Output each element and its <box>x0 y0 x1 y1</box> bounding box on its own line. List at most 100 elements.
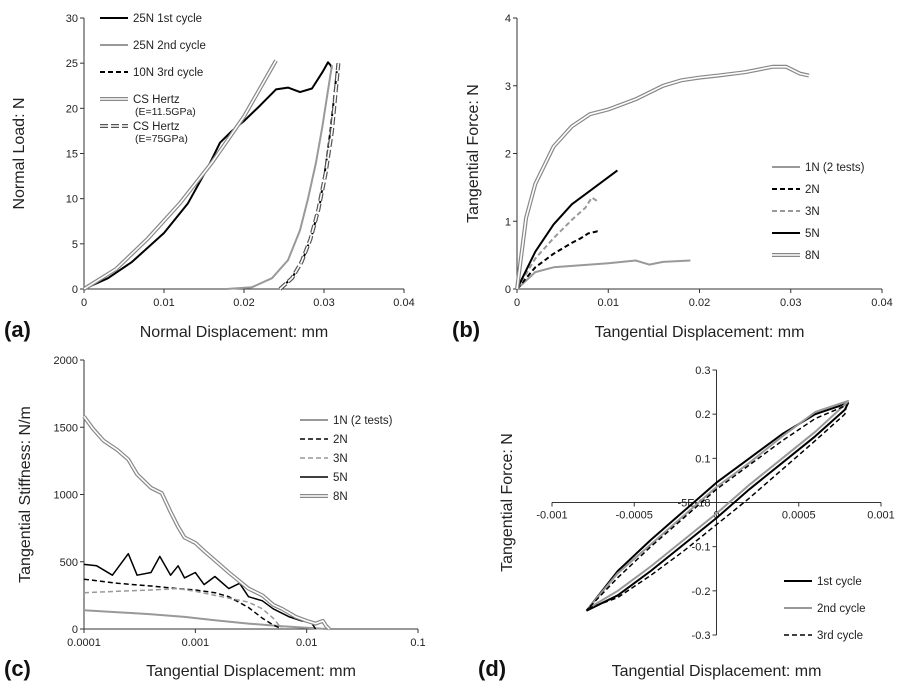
legend-1n-2-tests--label: 1N (2 tests) <box>333 415 393 427</box>
y-tick-label: 5 <box>72 239 78 251</box>
y-axis-label: Normal Load: N <box>11 97 28 209</box>
x-tick-label: 0.04 <box>393 297 414 309</box>
series-8n-outer <box>515 64 810 290</box>
y-axis-label: Tangential Force: N <box>499 433 516 572</box>
x-tick-label: 0.03 <box>780 297 801 309</box>
x-tick-label: -0.0005 <box>616 510 653 522</box>
panel-label-a: (a) <box>4 317 31 342</box>
panel-d: -0.001 -0.0005 0 0.0005 0.001-0.3-0.2-0.1-5E… <box>499 365 895 680</box>
x-tick-label: 0.0005 <box>782 510 816 522</box>
series-25n-2nd-cycle <box>226 64 333 290</box>
legend-8n-label: 8N <box>805 250 820 262</box>
series-8n-inner <box>83 416 330 630</box>
x-tick-label: 0.02 <box>233 297 254 309</box>
series-1st-cycle <box>585 402 850 612</box>
legend-25n-2nd-cycle-label: 25N 2nd cycle <box>133 40 206 52</box>
legend-3n-label: 3N <box>805 206 820 218</box>
y-tick-label: 4 <box>505 13 511 25</box>
legend-cs-hertz-e-75gpa--sublabel: (E=75GPa) <box>135 133 188 145</box>
series-25n-1st-cycle <box>83 61 333 290</box>
series-3rd-cycle <box>587 404 848 610</box>
panel-label-d: (d) <box>478 656 506 681</box>
legend-1n-2-tests--label: 1N (2 tests) <box>805 162 865 174</box>
legend-cs-hertz-e-11-5gpa--sublabel: (E=11.5GPa) <box>135 106 196 118</box>
y-tick-label: 0 <box>72 624 78 636</box>
x-tick-label: 0.02 <box>689 297 710 309</box>
y-tick-label: 30 <box>66 13 78 25</box>
series-3n <box>83 587 283 630</box>
series-cs-hertz-e-75gpa--inner <box>279 63 340 290</box>
y-axis-label: Tangential Force: N <box>465 84 482 223</box>
legend-cs-hertz-e-11-5gpa--label: CS Hertz <box>133 94 180 106</box>
x-tick-label: 0.01 <box>598 297 619 309</box>
y-tick-label: 1000 <box>54 490 78 502</box>
x-axis-label: Tangential Displacement: mm <box>595 324 805 341</box>
y-tick-label: 25 <box>66 58 78 70</box>
series-5n <box>83 552 317 630</box>
series-2nd-cycle <box>587 399 850 610</box>
y-tick-label: -0.1 <box>692 542 711 554</box>
x-tick-label: 0.04 <box>871 297 892 309</box>
legend-3rd-cycle-label: 3rd cycle <box>817 630 863 642</box>
y-tick-label: 0.2 <box>695 409 710 421</box>
x-axis-label: Normal Displacement: mm <box>140 324 328 341</box>
legend-cs-hertz-e-75gpa--label: CS Hertz <box>133 121 180 133</box>
series-cs-hertz-e-75gpa--outer <box>278 63 341 291</box>
x-tick-label: 0.001 <box>182 637 210 649</box>
y-tick-label: 2000 <box>54 355 78 367</box>
x-axis-label: Tangential Displacement: mm <box>612 663 822 680</box>
y-tick-label: 500 <box>60 557 78 569</box>
y-axis-label: Tangential Stiffness: N/m <box>17 406 34 583</box>
y-tick-label: 3 <box>505 81 511 93</box>
x-tick-label: 0 <box>713 510 719 522</box>
panel-label-b: (b) <box>452 317 480 342</box>
legend-3n-label: 3N <box>333 453 348 465</box>
y-tick-label: 0 <box>72 284 78 296</box>
y-tick-label: 1500 <box>54 422 78 434</box>
legend-5n-label: 5N <box>333 472 348 484</box>
series-cs-hertz-e-11-5gpa--inner <box>83 60 277 290</box>
x-tick-label: 0.1 <box>410 637 425 649</box>
y-tick-label: 10 <box>66 194 78 206</box>
x-tick-label: 0.01 <box>153 297 174 309</box>
legend-10n-3rd-cycle-label: 10N 3rd cycle <box>133 67 203 79</box>
panel-a: 0 0.01 0.02 0.03 0.04 0 5 10 15 20 25 30 Normal Disp… <box>11 13 415 341</box>
y-tick-label: 2 <box>505 149 511 161</box>
x-tick-label: -0.001 <box>536 510 567 522</box>
series-1n-2-tests- <box>83 609 327 630</box>
y-tick-label: -0.3 <box>692 630 711 642</box>
y-tick-label: 20 <box>66 103 78 115</box>
panel-label-c: (c) <box>4 656 31 681</box>
series-1n-2-tests- <box>516 259 691 290</box>
legend-25n-1st-cycle-label: 25N 1st cycle <box>133 13 202 25</box>
legend-5n-label: 5N <box>805 228 820 240</box>
x-tick-label: 0 <box>81 297 87 309</box>
y-tick-label: 15 <box>66 149 78 161</box>
x-tick-label: 0 <box>514 297 520 309</box>
legend-2nd-cycle-label: 2nd cycle <box>817 603 866 615</box>
x-tick-label: 0.0001 <box>67 637 101 649</box>
legend-2n-label: 2N <box>805 184 820 196</box>
series-5n <box>516 169 618 290</box>
series-2n <box>516 230 600 290</box>
series-8n-outer <box>82 415 331 631</box>
y-tick-label: 1 <box>505 216 511 228</box>
y-tick-label: 0.3 <box>695 365 710 377</box>
legend-2n-label: 2N <box>333 434 348 446</box>
x-axis-label: Tangential Displacement: mm <box>146 663 356 680</box>
x-tick-label: 0.001 <box>867 510 895 522</box>
panel-b: 0 0.01 0.02 0.03 0.04 0 1 2 3 4 Tangential Displac… <box>465 13 893 341</box>
x-tick-label: 0.01 <box>296 637 317 649</box>
series-2n <box>83 578 283 630</box>
y-tick-label: 0 <box>505 284 511 296</box>
legend-1st-cycle-label: 1st cycle <box>817 576 862 588</box>
y-tick-label: 0.1 <box>695 453 710 465</box>
series-8n-inner <box>516 66 810 290</box>
y-tick-label: -0.2 <box>692 586 711 598</box>
legend-8n-label: 8N <box>333 491 348 503</box>
panel-c: 0.0001 0.001 0.01 0.1 0 500 1000 1500 2000 Tangen… <box>17 355 426 680</box>
x-tick-label: 0.03 <box>313 297 334 309</box>
series-cs-hertz-e-11-5gpa--outer <box>82 59 278 291</box>
series-3n <box>516 196 600 290</box>
